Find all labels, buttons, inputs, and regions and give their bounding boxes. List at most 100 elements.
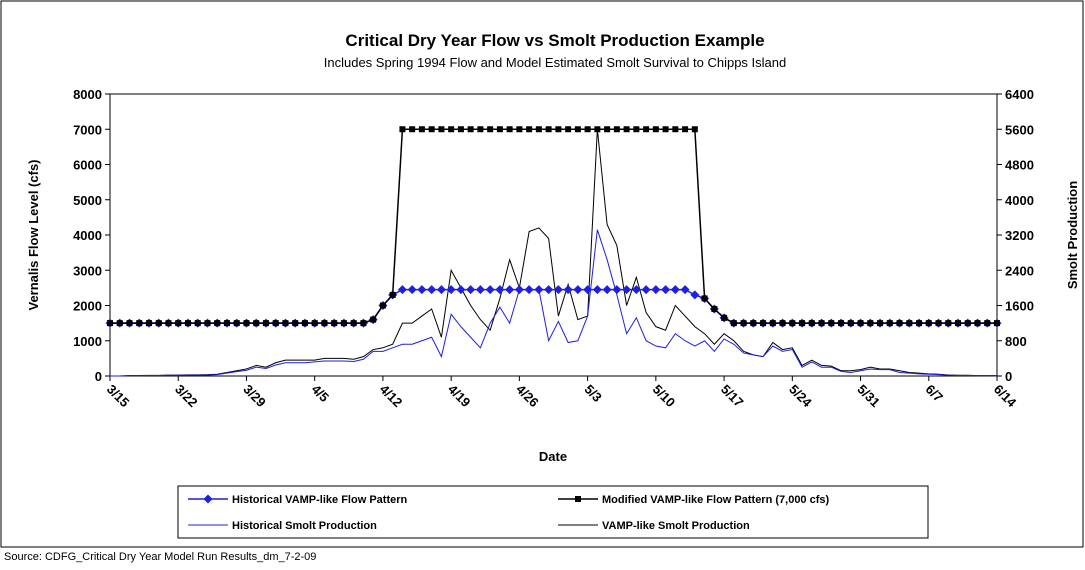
square-marker [779, 320, 786, 327]
square-marker [545, 126, 552, 133]
square-marker [701, 295, 708, 302]
legend-label: Historical Smolt Production [232, 520, 377, 532]
y-tick-label: 3000 [73, 263, 102, 278]
square-marker [262, 320, 269, 327]
square-marker [516, 126, 523, 133]
diamond-marker [651, 285, 661, 295]
square-marker [214, 320, 221, 327]
square-marker [818, 320, 825, 327]
square-marker [438, 126, 445, 133]
y-tick-label: 5000 [73, 193, 102, 208]
diamond-marker [495, 285, 505, 295]
series-line [110, 229, 998, 377]
y2-tick-label: 0 [1005, 369, 1012, 384]
diamond-marker [612, 285, 622, 295]
diamond-marker [446, 285, 456, 295]
chart-frame [0, 0, 1084, 548]
diamond-marker [622, 285, 632, 295]
y-tick-label: 6000 [73, 158, 102, 173]
square-marker [526, 126, 533, 133]
square-marker [760, 320, 767, 327]
series-3 [110, 129, 997, 377]
y2-tick-label: 3200 [1005, 228, 1034, 243]
diamond-marker [583, 285, 593, 295]
y-tick-label: 2000 [73, 299, 102, 314]
square-marker [906, 320, 913, 327]
square-marker [457, 126, 464, 133]
square-marker [740, 320, 747, 327]
square-marker [223, 320, 230, 327]
square-marker [711, 306, 718, 313]
square-marker [370, 316, 377, 323]
diamond-marker [592, 285, 602, 295]
y-tick-label: 8000 [73, 87, 102, 102]
square-marker [253, 320, 260, 327]
legend-label: VAMP-like Smolt Production [602, 520, 750, 532]
y2-tick-label: 800 [1005, 334, 1027, 349]
diamond-marker [436, 285, 446, 295]
y-tick-label: 4000 [73, 228, 102, 243]
square-marker [204, 320, 211, 327]
square-marker [418, 126, 425, 133]
square-marker [155, 320, 162, 327]
diamond-marker [417, 285, 427, 295]
square-marker [243, 320, 250, 327]
square-marker [565, 126, 572, 133]
square-marker [448, 126, 455, 133]
square-marker [107, 320, 113, 327]
y2-tick-label: 2400 [1005, 263, 1034, 278]
square-marker [847, 320, 854, 327]
square-marker [496, 126, 503, 133]
series-1 [107, 126, 1000, 327]
diamond-marker [641, 285, 651, 295]
square-marker [175, 320, 182, 327]
square-marker [916, 320, 923, 327]
diamond-marker [427, 285, 437, 295]
square-marker [292, 320, 299, 327]
legend-box [177, 485, 929, 539]
legend-label: Historical VAMP-like Flow Pattern [232, 494, 408, 506]
y2-tick-label: 5600 [1005, 122, 1034, 137]
y2-tick-label: 4800 [1005, 158, 1034, 173]
square-marker [945, 320, 952, 327]
square-marker [935, 320, 942, 327]
diamond-marker [670, 285, 680, 295]
square-marker [925, 320, 932, 327]
square-marker [233, 320, 240, 327]
square-marker [750, 320, 757, 327]
y2-axis-title: Smolt Production [1065, 181, 1080, 289]
square-marker [613, 126, 620, 133]
square-marker [126, 320, 133, 327]
square-marker [828, 320, 835, 327]
y2-tick-label: 6400 [1005, 87, 1034, 102]
diamond-marker [690, 290, 700, 300]
diamond-marker [544, 285, 554, 295]
square-marker [350, 320, 357, 327]
source-note: Source: CDFG_Critical Dry Year Model Run… [4, 551, 316, 563]
square-marker [877, 320, 884, 327]
square-marker [964, 320, 971, 327]
square-marker [662, 126, 669, 133]
square-marker [331, 320, 338, 327]
legend-marker [203, 494, 213, 504]
diamond-marker [534, 285, 544, 295]
diamond-marker [661, 285, 671, 295]
square-marker [789, 320, 796, 327]
square-marker [340, 320, 347, 327]
legend-marker [575, 496, 581, 502]
square-marker [682, 126, 689, 133]
square-marker [721, 314, 728, 321]
square-marker [730, 320, 737, 327]
square-marker [652, 126, 659, 133]
square-marker [379, 302, 386, 309]
square-marker [584, 126, 591, 133]
diamond-marker [397, 285, 407, 295]
square-marker [321, 320, 328, 327]
square-marker [282, 320, 289, 327]
chart-subtitle: Includes Spring 1994 Flow and Model Esti… [324, 55, 786, 70]
square-marker [272, 320, 279, 327]
y2-tick-label: 4000 [1005, 193, 1034, 208]
square-marker [604, 126, 611, 133]
diamond-marker [407, 285, 417, 295]
